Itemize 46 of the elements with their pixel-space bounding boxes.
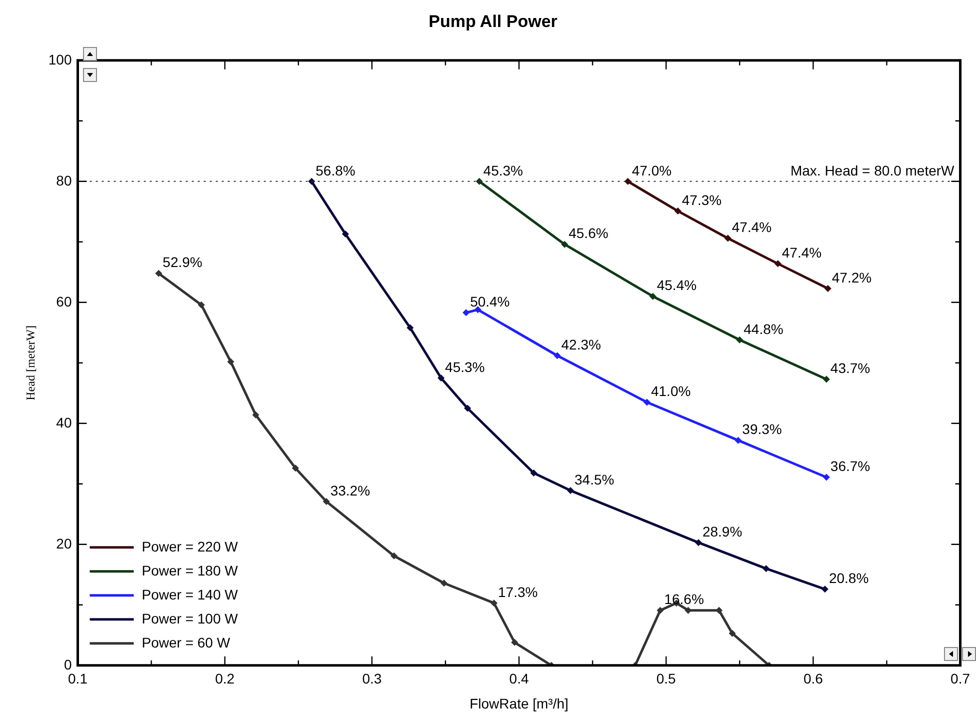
annotation: 17.3%: [498, 584, 538, 600]
annotation: 28.9%: [702, 523, 742, 540]
annotation: 45.3%: [445, 358, 485, 375]
annotation: 52.9%: [162, 254, 202, 270]
annotation: 41.0%: [650, 383, 691, 400]
annotation: 34.5%: [574, 471, 614, 488]
y-axis-title: Head [meterW]: [23, 325, 38, 400]
annotation: 33.2%: [330, 482, 370, 498]
y-tick-label: 40: [56, 414, 72, 430]
legend-label: Power = 100 W: [142, 610, 239, 626]
x-tick-label: 0.5: [656, 670, 676, 687]
y-tick-label: 20: [56, 535, 72, 552]
x-tick-label: 0.3: [362, 670, 382, 687]
annotation: 16.6%: [664, 591, 704, 608]
annotation: 44.8%: [744, 320, 784, 337]
legend-label: Power = 60 W: [142, 634, 231, 650]
annotation: 42.3%: [561, 336, 601, 352]
legend-label: Power = 180 W: [142, 562, 239, 578]
annotation: 45.3%: [483, 162, 524, 178]
annotation: 43.7%: [830, 360, 870, 376]
annotation: 50.4%: [470, 294, 510, 310]
annotation: 47.4%: [782, 244, 822, 261]
x-tick-label: 0.1: [68, 670, 88, 687]
ref-line-label: Max. Head = 80.0 meterW: [790, 162, 956, 178]
annotation: 47.2%: [832, 269, 872, 286]
annotation: 45.4%: [656, 277, 697, 294]
y-tick-label: 0: [64, 656, 72, 672]
annotation: 20.8%: [828, 570, 869, 586]
annotation: 39.3%: [742, 421, 782, 438]
x-tick-label: 0.2: [215, 670, 235, 687]
annotation: 47.4%: [732, 219, 772, 236]
annotation: 56.8%: [316, 162, 356, 178]
annotation: 47.0%: [632, 162, 672, 178]
annotation: 45.6%: [568, 225, 608, 242]
annotation: 47.3%: [682, 192, 722, 208]
x-tick-label: 0.4: [509, 670, 529, 687]
annotation: 36.7%: [830, 458, 870, 474]
x-axis-title: FlowRate [m³/h]: [470, 695, 568, 712]
legend-label: Power = 140 W: [142, 586, 239, 602]
legend-label: Power = 220 W: [142, 538, 239, 554]
chart-title: Pump All Power: [428, 12, 558, 31]
x-tick-label: 0.6: [803, 670, 824, 687]
y-tick-label: 80: [56, 172, 72, 188]
y-tick-label: 100: [48, 51, 72, 68]
x-tick-label: 0.7: [950, 670, 970, 687]
y-tick-label: 60: [56, 293, 72, 310]
